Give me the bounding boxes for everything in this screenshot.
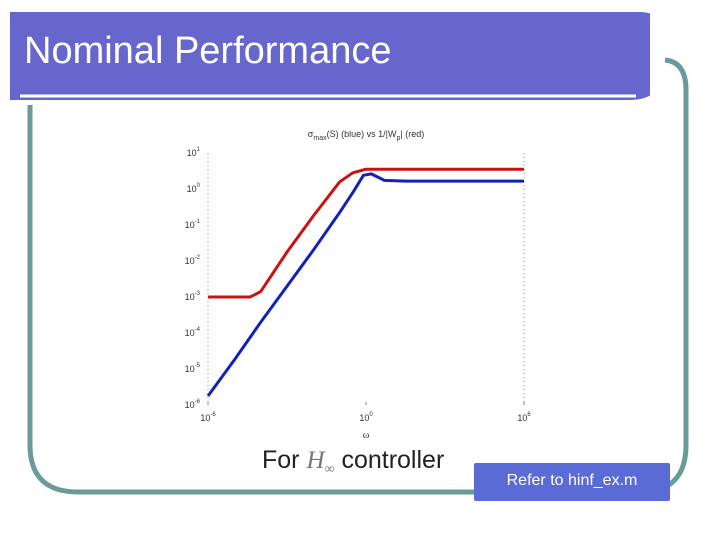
caption-math: H∞ <box>306 447 335 477</box>
caption: For H∞ controller <box>262 446 444 478</box>
y-tick-exponent: 0 <box>197 183 201 189</box>
y-tick-base: 10 <box>185 220 195 230</box>
axes <box>207 153 525 405</box>
y-tick-base: 10 <box>185 256 195 266</box>
title-bar <box>10 12 650 100</box>
series-line-2 <box>206 172 524 397</box>
y-tick-base: 10 <box>187 148 197 158</box>
chart: σmax(S) (blue) vs 1/|Wp| (red) 10110010-… <box>185 129 532 441</box>
caption-math-sub: ∞ <box>324 462 335 477</box>
y-tick-base: 10 <box>185 400 195 410</box>
refer-box[interactable]: Refer to hinf_ex.m <box>474 463 670 501</box>
y-tick-label: 10-5 <box>185 363 201 374</box>
y-tick-label: 10-2 <box>185 255 201 266</box>
x-tick-base: 10 <box>359 413 369 423</box>
title-bar-background <box>10 12 650 100</box>
y-tick-base: 10 <box>187 184 197 194</box>
x-tick-label: 10-6 <box>200 412 216 423</box>
x-tick-exponent: 6 <box>527 412 531 418</box>
x-tick-exponent: -6 <box>210 412 216 418</box>
y-tick-label: 100 <box>187 183 201 194</box>
y-tick-label: 10-4 <box>185 327 201 338</box>
caption-suffix: controller <box>341 446 445 474</box>
series-layer <box>206 167 524 397</box>
y-tick-label: 10-3 <box>185 291 201 302</box>
y-tick-base: 10 <box>185 364 195 374</box>
y-tick-label: 101 <box>187 147 201 158</box>
chart-title: σmax(S) (blue) vs 1/|Wp| (red) <box>308 129 424 142</box>
caption-prefix: For <box>262 446 300 474</box>
x-tick-label: 100 <box>359 412 373 423</box>
chart-title-sub2: p <box>396 135 400 142</box>
refer-label: Refer to hinf_ex.m <box>506 472 638 489</box>
x-tick-labels: 10-6 100 106 <box>200 412 531 423</box>
y-tick-exponent: -3 <box>195 291 201 297</box>
y-tick-exponent: -4 <box>195 327 201 333</box>
chart-title-end: | (red) <box>400 129 424 139</box>
page-title: Nominal Performance <box>24 30 392 72</box>
chart-title-sigma: σ <box>308 129 314 139</box>
y-tick-exponent: 1 <box>197 147 201 153</box>
y-tick-exponent: -1 <box>195 219 201 225</box>
y-tick-exponent: -2 <box>195 255 201 261</box>
chart-title-mid: (S) (blue) vs 1/|W <box>327 129 397 139</box>
caption-math-h: H <box>306 447 325 474</box>
y-tick-label: 10-1 <box>185 219 201 230</box>
series-line-1 <box>208 167 524 299</box>
chart-title-sub: max <box>313 135 327 142</box>
x-axis-label: ω <box>363 430 370 441</box>
x-tick-label: 106 <box>517 412 531 423</box>
x-tick-base: 10 <box>200 413 210 423</box>
y-tick-label: 10-6 <box>185 399 201 410</box>
y-tick-exponent: -5 <box>195 363 201 369</box>
y-tick-base: 10 <box>185 292 195 302</box>
y-tick-base: 10 <box>185 328 195 338</box>
x-tick-base: 10 <box>517 413 527 423</box>
x-tick-exponent: 0 <box>369 412 373 418</box>
y-tick-exponent: -6 <box>195 399 201 405</box>
